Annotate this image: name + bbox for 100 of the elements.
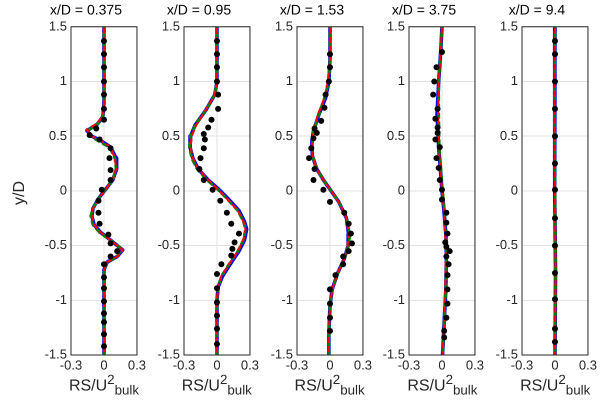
point <box>202 136 208 142</box>
point <box>100 78 107 84</box>
point <box>228 220 234 227</box>
point <box>229 246 236 252</box>
point <box>552 326 558 332</box>
y-tick-label: 0.5 <box>274 128 293 143</box>
point <box>552 215 558 222</box>
x-tick-label: 0 <box>326 357 334 372</box>
y-tick-label: 1 <box>510 73 518 88</box>
point <box>434 155 440 162</box>
chart-title: x/D = 3.75 <box>392 1 457 18</box>
point <box>313 130 320 136</box>
y-tick-label: -1.5 <box>382 346 406 362</box>
point <box>442 328 448 334</box>
y-tick-label: 0.5 <box>387 128 406 143</box>
point <box>434 106 441 112</box>
point <box>311 126 318 132</box>
chart-title: x/D = 0.375 <box>50 1 122 18</box>
point <box>326 198 333 205</box>
y-tick-label: 1 <box>398 73 406 88</box>
point <box>320 186 326 193</box>
point <box>228 252 234 258</box>
y-axis-title: y/D <box>11 181 29 205</box>
y-tick-label: 1.5 <box>500 18 518 34</box>
point <box>439 186 446 193</box>
point <box>444 286 451 292</box>
y-tick-label: -1.5 <box>496 346 518 362</box>
x-tick-label: 0.3 <box>579 357 598 372</box>
point <box>114 248 120 254</box>
y-tick-label: 0 <box>398 182 406 198</box>
point <box>100 319 107 326</box>
point <box>200 176 207 183</box>
y-tick-label: 1.5 <box>274 18 293 34</box>
point <box>105 232 112 238</box>
point <box>444 244 450 250</box>
point <box>214 341 220 348</box>
point <box>326 314 333 321</box>
point <box>326 286 333 292</box>
point <box>108 145 114 152</box>
point <box>340 254 346 260</box>
point <box>444 314 450 321</box>
point <box>552 186 558 193</box>
point <box>326 328 333 334</box>
x-tick-label: 0 <box>552 357 559 372</box>
point <box>108 176 114 183</box>
chart-title: x/D = 1.53 <box>279 1 344 18</box>
y-tick-label: -0.5 <box>382 237 406 252</box>
point <box>100 51 107 58</box>
point <box>340 261 346 268</box>
point <box>444 220 450 226</box>
point <box>552 270 558 276</box>
y-tick-label: 1.5 <box>387 18 406 34</box>
point <box>208 116 214 123</box>
point <box>100 285 107 292</box>
point <box>96 220 103 227</box>
y-tick-label: -0.5 <box>157 237 180 252</box>
point <box>345 248 352 254</box>
point <box>322 92 328 98</box>
y-tick-label: -1.5 <box>44 346 67 362</box>
point <box>100 310 107 316</box>
point <box>196 166 202 172</box>
point <box>204 124 211 130</box>
point <box>552 133 558 140</box>
y-tick-label: 0 <box>285 182 293 198</box>
point <box>108 167 114 174</box>
y-tick-label: 1.5 <box>48 18 67 34</box>
point <box>214 64 220 70</box>
point <box>436 164 442 171</box>
point <box>100 298 107 304</box>
point <box>209 186 216 193</box>
point <box>98 186 105 193</box>
point <box>430 92 437 98</box>
point <box>214 92 221 98</box>
point <box>214 285 220 292</box>
point <box>326 300 333 307</box>
y-tick-label: -0.5 <box>270 237 293 252</box>
point <box>214 38 220 44</box>
y-tick-label: -1.5 <box>157 346 180 362</box>
point <box>326 51 333 58</box>
point <box>444 230 451 237</box>
point <box>446 261 452 268</box>
y-tick-label: 1 <box>285 73 293 88</box>
x-tick-label: 0 <box>100 357 108 372</box>
point <box>332 272 338 278</box>
x-tick-label: 0.3 <box>240 357 259 372</box>
point <box>231 239 238 246</box>
point <box>444 210 450 216</box>
point <box>96 136 103 142</box>
point <box>552 296 558 302</box>
point <box>108 254 114 260</box>
y-tick-label: 0 <box>60 182 67 198</box>
point <box>100 274 107 280</box>
point <box>432 78 438 84</box>
point <box>347 230 354 237</box>
y-tick-label: -1 <box>168 292 180 307</box>
point <box>308 145 314 152</box>
y-tick-label: 1 <box>172 73 180 88</box>
point <box>100 38 107 44</box>
point <box>552 38 558 44</box>
point <box>310 176 316 183</box>
